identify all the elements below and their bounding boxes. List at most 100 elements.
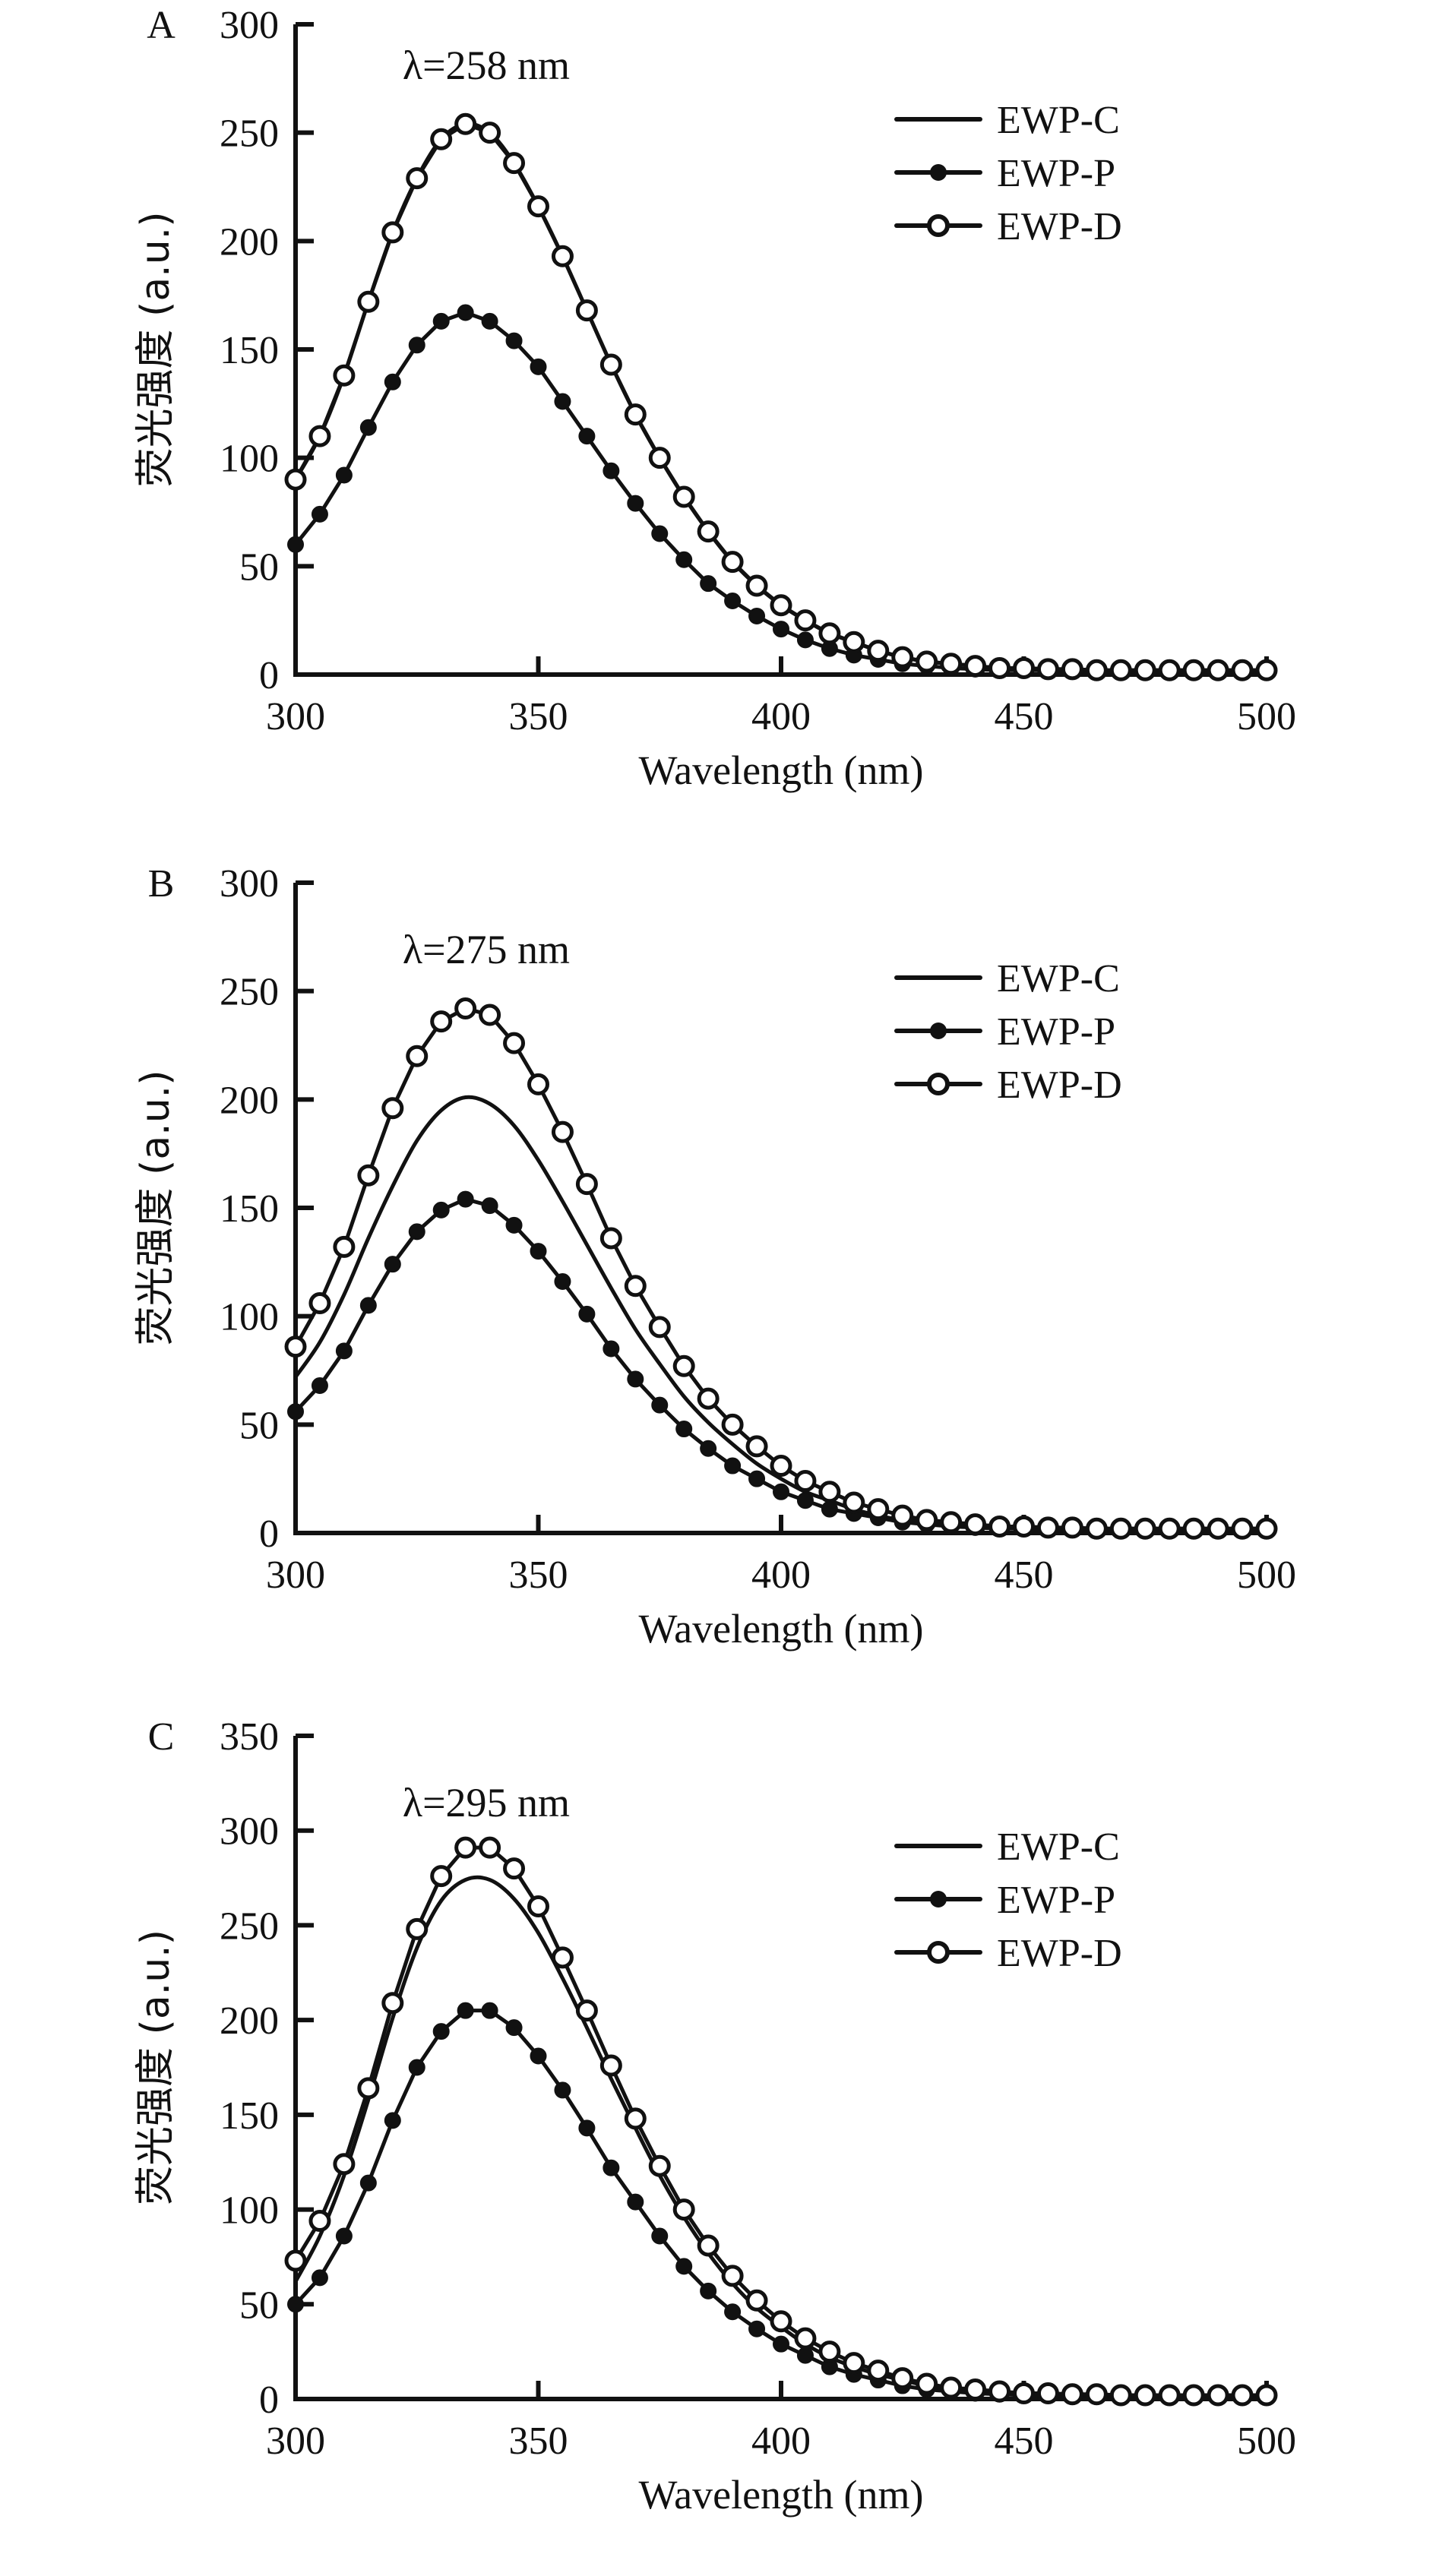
data-point [988, 2380, 1011, 2403]
data-point [867, 2359, 890, 2382]
data-point [1255, 2384, 1278, 2407]
legend-label: EWP-D [997, 1932, 1122, 1975]
x-tick-label: 500 [1237, 2420, 1296, 2463]
data-point [1255, 659, 1278, 681]
data-point [357, 2077, 380, 2100]
data-point [867, 1498, 890, 1521]
data-point [406, 1917, 429, 1940]
data-point [724, 1457, 742, 1474]
x-tick-label: 300 [266, 1554, 325, 1597]
data-point [697, 1387, 720, 1410]
data-point [554, 393, 571, 410]
data-point [384, 373, 401, 390]
legend-item-ewp-d: EWP-D [894, 1064, 1122, 1107]
data-point [481, 312, 498, 330]
legend-label: EWP-C [997, 1825, 1120, 1869]
data-point [308, 425, 331, 447]
y-axis-title: 荧光强度 (a.u.) [133, 1930, 179, 2205]
open-circle-marker-icon [927, 214, 950, 237]
data-point [335, 1342, 353, 1360]
filled-circle-marker-icon [930, 164, 947, 181]
legend-label: EWP-C [997, 99, 1120, 142]
data-point [284, 468, 307, 491]
data-point [867, 640, 890, 662]
data-point [796, 2347, 814, 2364]
data-point [430, 1010, 453, 1033]
data-point [551, 1120, 574, 1143]
series-ewp-d [284, 112, 1278, 681]
data-point [748, 1470, 766, 1487]
data-point [408, 1223, 425, 1241]
panel-letter: A [147, 4, 176, 47]
data-point [1182, 659, 1205, 681]
data-point [527, 195, 549, 218]
panel-letter: B [148, 862, 175, 906]
data-point [479, 1836, 501, 1859]
y-tick-label: 100 [220, 438, 279, 481]
y-tick-label: 300 [220, 1810, 279, 1854]
data-point [891, 2367, 914, 2390]
panel-b: 0 50 100 150 200 250 300 300 350 400 450 500 Wavelen… [133, 862, 1296, 1651]
data-point [648, 2154, 671, 2177]
y-tick-label: 200 [220, 1999, 279, 2043]
data-point [773, 621, 789, 638]
data-point [794, 609, 817, 632]
data-point [454, 112, 477, 135]
data-point [700, 2282, 717, 2299]
data-point [551, 245, 574, 267]
data-point [843, 1491, 865, 1514]
y-tick-label: 100 [220, 2189, 279, 2233]
x-axis-title: Wavelength (nm) [638, 748, 923, 793]
data-point [1231, 659, 1254, 681]
data-point [1085, 1517, 1108, 1540]
panel-c: 0 50 100 150 200 250 300 350 300 350 400 450 500 Wave… [133, 1715, 1296, 2518]
data-point [794, 1470, 817, 1493]
data-point [818, 1481, 841, 1503]
data-point [479, 1004, 501, 1026]
data-point [1061, 1516, 1083, 1539]
x-axis-title: Wavelength (nm) [638, 2472, 923, 2518]
data-point [1109, 659, 1132, 681]
excitation-annotation: λ=258 nm [403, 43, 570, 88]
data-point [359, 419, 377, 436]
data-point [311, 2269, 328, 2287]
y-tick-label: 150 [220, 2094, 279, 2138]
data-point [940, 2376, 963, 2399]
data-point [794, 2327, 817, 2350]
data-point [672, 485, 695, 508]
data-point [578, 2119, 596, 2137]
data-point [481, 2002, 498, 2019]
data-point [335, 466, 353, 484]
data-point [651, 525, 669, 542]
data-point [381, 221, 404, 244]
y-tick-label: 200 [220, 220, 279, 264]
legend-label: EWP-C [997, 957, 1120, 1000]
data-point [1134, 1517, 1156, 1540]
data-point [554, 1273, 571, 1291]
x-tick-label: 350 [509, 2420, 568, 2463]
y-axis-title: 荧光强度 (a.u.) [133, 1070, 179, 1346]
data-point [408, 2059, 425, 2076]
data-point [1255, 1517, 1278, 1540]
data-point [503, 152, 526, 175]
data-point [287, 2296, 304, 2313]
data-point [721, 551, 744, 574]
x-tick-label: 400 [751, 2420, 811, 2463]
data-point [818, 622, 841, 645]
data-point [432, 312, 450, 330]
data-point [505, 1216, 523, 1234]
data-point [1207, 2384, 1229, 2407]
data-point [1061, 658, 1083, 681]
data-point [648, 447, 671, 469]
filled-circle-marker-icon [930, 1022, 947, 1039]
excitation-annotation: λ=275 nm [403, 927, 570, 972]
x-tick-label: 300 [266, 695, 325, 738]
data-point [575, 1173, 598, 1196]
y-tick-label: 50 [239, 545, 279, 589]
legend-label: EWP-P [997, 1879, 1115, 1922]
data-point [384, 2112, 401, 2129]
data-point [479, 122, 501, 144]
y-tick-label: 0 [259, 2378, 279, 2422]
legend-item-ewp-c: EWP-C [894, 957, 1120, 1000]
